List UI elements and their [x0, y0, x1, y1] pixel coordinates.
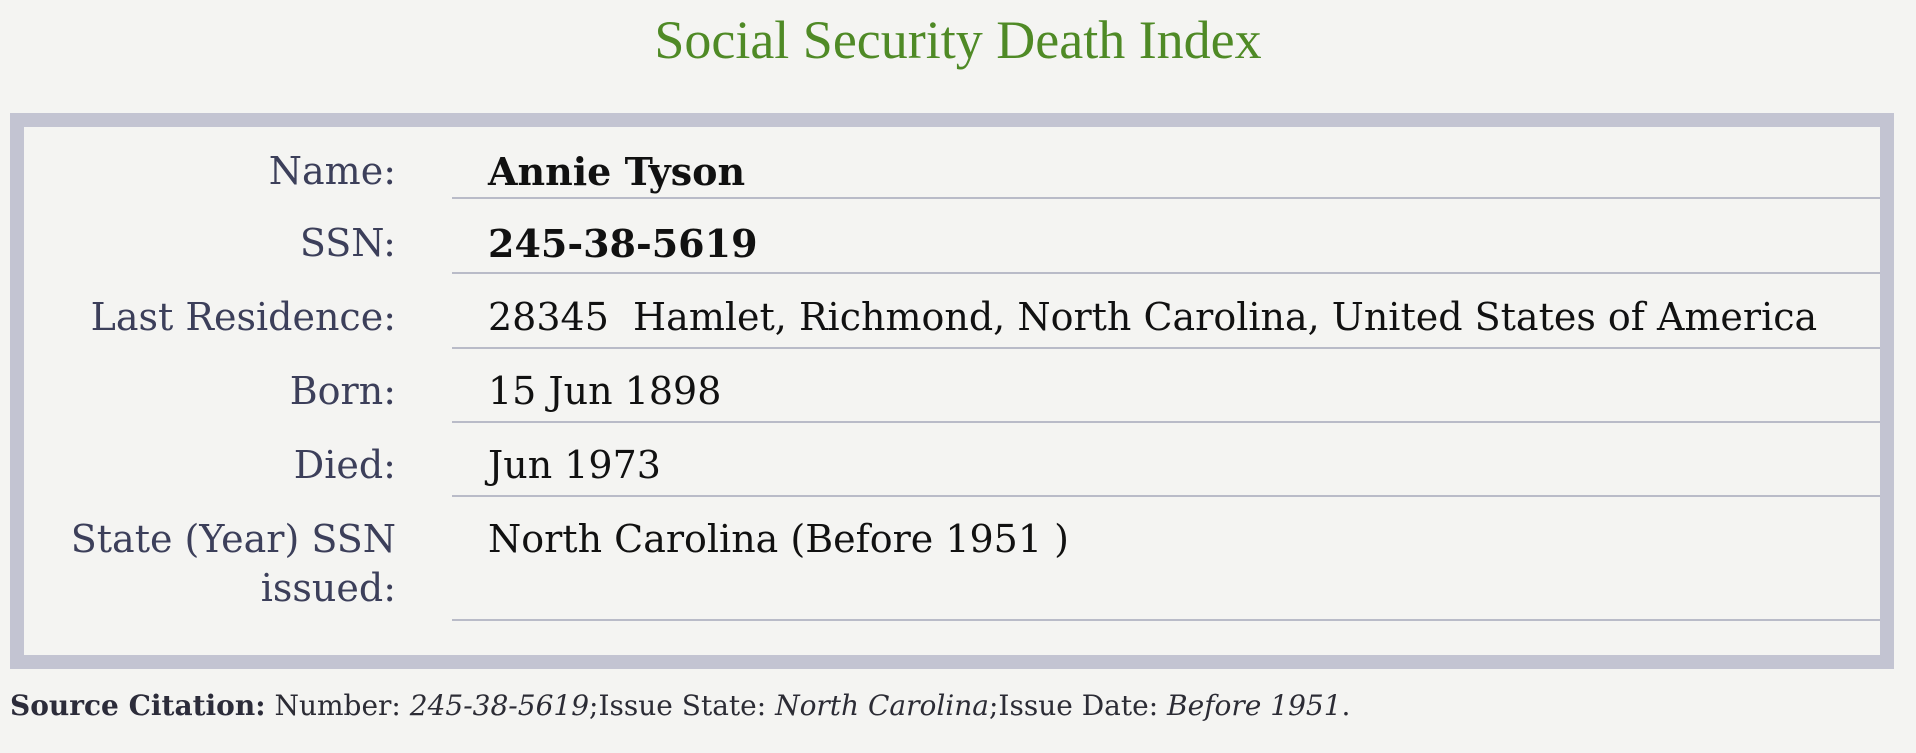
divider	[452, 421, 1880, 423]
record-panel: Name: Annie Tyson SSN: 245-38-5619 Last …	[10, 113, 1894, 669]
citation-date-label: ;Issue Date:	[989, 689, 1168, 722]
divider	[452, 197, 1880, 199]
born-label: Born:	[289, 369, 396, 413]
record-table: Name: Annie Tyson SSN: 245-38-5619 Last …	[24, 127, 1880, 655]
divider	[452, 495, 1880, 497]
ssn-issued-label-line2: issued:	[260, 566, 396, 610]
citation-state-value: North Carolina	[775, 689, 989, 722]
ssn-issued-value: North Carolina (Before 1951 )	[488, 517, 1069, 561]
source-citation: Source Citation: Number: 245-38-5619;Iss…	[10, 686, 1350, 726]
divider	[452, 347, 1880, 349]
name-value: Annie Tyson	[488, 149, 746, 194]
citation-number-value: 245-38-5619	[409, 689, 590, 722]
page-title: Social Security Death Index	[654, 10, 1262, 70]
name-label: Name:	[268, 149, 396, 193]
citation-date-value: Before 1951	[1167, 689, 1342, 722]
ssn-issued-label-line1: State (Year) SSN	[70, 517, 396, 561]
died-label: Died:	[293, 443, 396, 487]
ssn-value: 245-38-5619	[488, 221, 758, 266]
divider	[452, 619, 1880, 621]
last-residence-label: Last Residence:	[90, 295, 396, 339]
citation-number-label: Number:	[265, 689, 410, 722]
citation-end: .	[1341, 689, 1351, 722]
last-residence-value: 28345 Hamlet, Richmond, North Carolina, …	[488, 295, 1818, 339]
born-value: 15 Jun 1898	[488, 369, 722, 413]
citation-state-label: ;Issue State:	[589, 689, 776, 722]
ssn-label: SSN:	[299, 221, 396, 265]
divider	[452, 272, 1880, 274]
source-citation-label: Source Citation:	[10, 689, 266, 722]
died-value: Jun 1973	[488, 443, 661, 487]
